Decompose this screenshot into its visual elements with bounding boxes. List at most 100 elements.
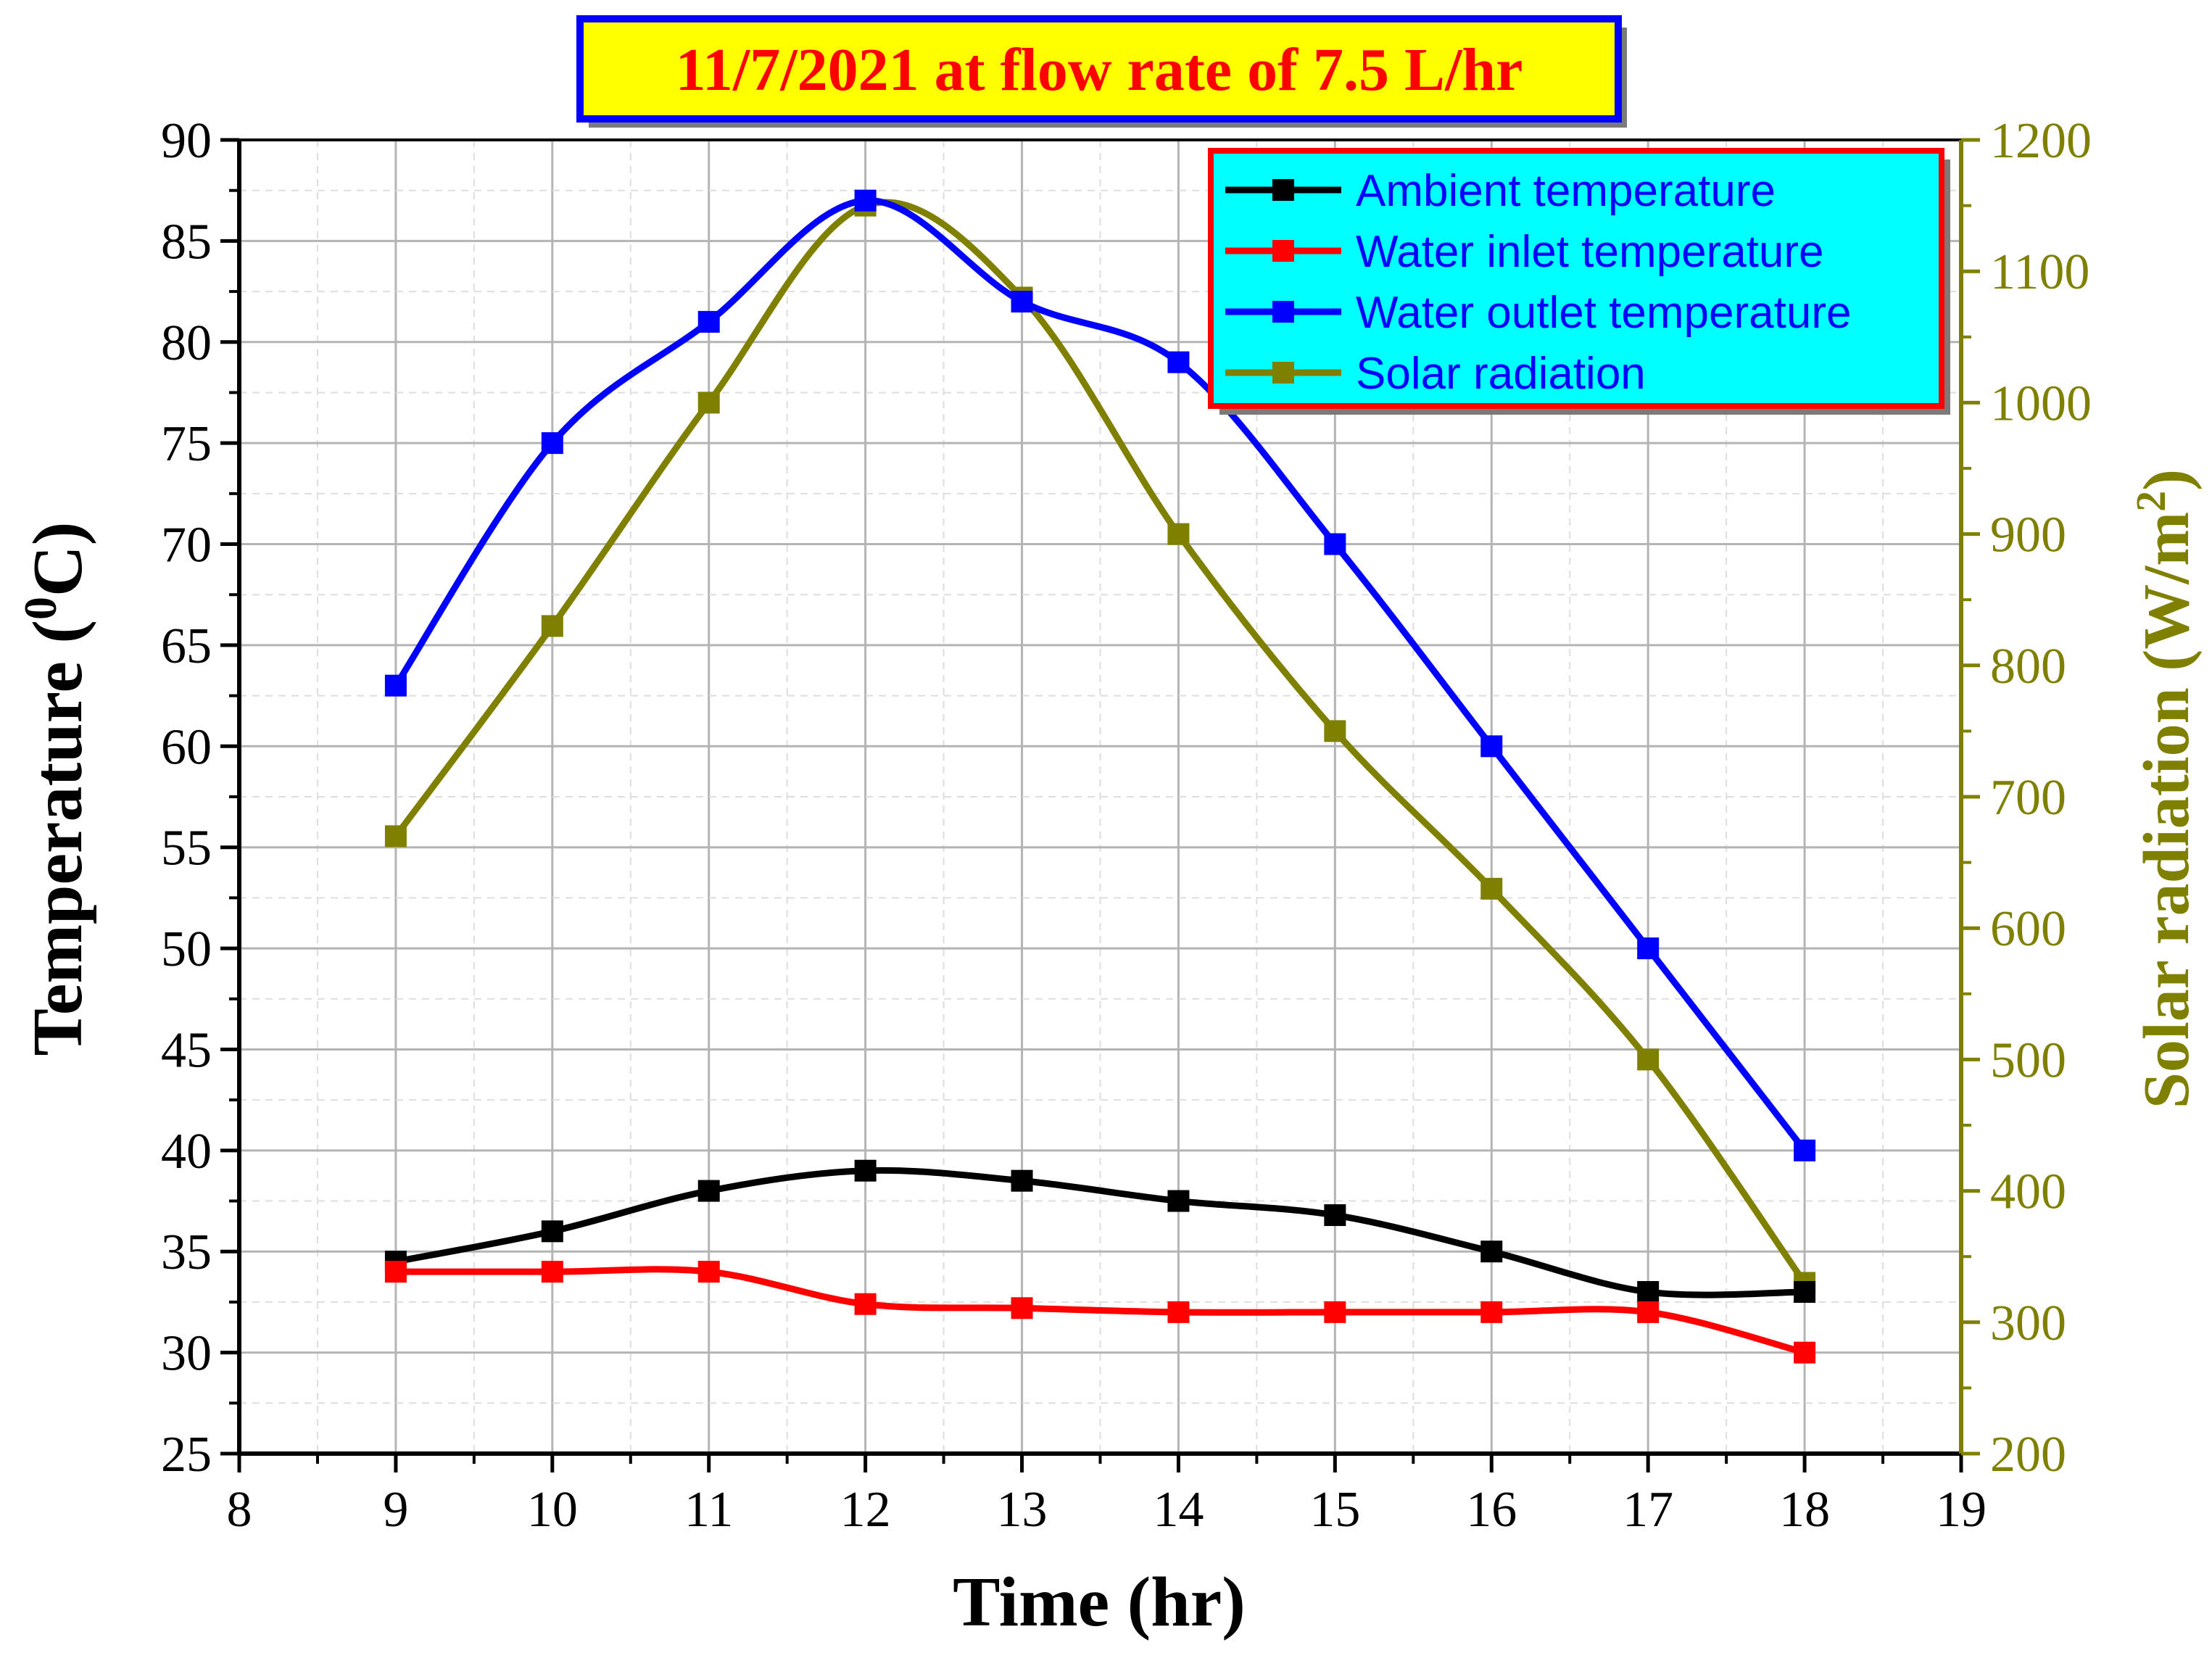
y-tick-label: 70 [161,518,212,573]
data-point-solar-radiation [1167,523,1190,545]
y2-tick-label: 1100 [1990,244,2089,300]
y-tick-label: 60 [161,719,212,775]
ticks: 8 9 10 11 12 13 14 15 16 17 18 19 25 30 35 40 45 50 55 60 65… [161,113,2092,1538]
data-point-ambient-temperature [541,1220,563,1243]
data-point-water-inlet-temperature [1011,1297,1033,1320]
data-point-water-outlet-temperature [1480,735,1503,758]
x-tick-label: 18 [1779,1482,1830,1538]
data-point-ambient-temperature [1480,1240,1503,1263]
data-point-water-outlet-temperature [1167,351,1190,373]
x-tick-label: 16 [1466,1482,1517,1538]
chart-title: 11/7/2021 at flow rate of 7.5 L/hr [676,36,1523,104]
data-point-water-inlet-temperature [1324,1301,1346,1323]
series-lines [392,197,1808,1356]
y2-axis-label-tail: ) [2131,469,2203,491]
data-point-water-inlet-temperature [1480,1301,1503,1323]
y-axis-label-tail: C) [19,522,97,597]
y2-tick-label: 600 [1990,901,2066,957]
y2-tick-label: 1000 [1990,376,2092,431]
x-tick-label: 10 [527,1482,578,1538]
data-point-water-inlet-temperature [384,1261,407,1283]
data-point-water-inlet-temperature [854,1293,877,1315]
legend-label-solar-radiation: Solar radiation [1356,349,1646,399]
legend-label-ambient-temperature: Ambient temperature [1356,166,1776,216]
legend-items: Ambient temperature Water inlet temperatu… [1225,166,1851,399]
data-point-water-outlet-temperature [697,310,720,333]
data-point-solar-radiation [1480,877,1503,900]
series-line-water-inlet-temperature [392,1266,1808,1356]
x-tick-label: 8 [227,1482,252,1538]
data-point-water-outlet-temperature [854,189,877,212]
data-point-water-inlet-temperature [1167,1301,1190,1323]
y-tick-label: 80 [161,315,212,371]
y-tick-label: 25 [161,1427,212,1483]
y-axis-label: Temperature (0C) [15,522,98,1056]
x-tick-label: 19 [1936,1482,1987,1538]
data-point-ambient-temperature [697,1180,720,1202]
y2-tick-label: 900 [1990,508,2066,563]
y2-axis-label-main: Solar radiation (W/m [2131,512,2203,1109]
y2-tick-label: 200 [1990,1427,2066,1483]
x-tick-label: 9 [383,1482,408,1538]
y-tick-label: 55 [161,821,212,877]
y2-tick-label: 800 [1990,639,2066,695]
y-tick-label: 45 [161,1022,212,1078]
data-point-ambient-temperature [1794,1280,1816,1303]
data-point-solar-radiation [697,392,720,414]
y-tick-label: 50 [161,921,212,977]
x-tick-label: 17 [1623,1482,1673,1538]
data-point-ambient-temperature [854,1159,877,1182]
data-point-water-outlet-temperature [1794,1139,1816,1161]
y2-axis-label-superscript: 2 [2127,491,2174,512]
series-markers [384,189,1816,1364]
y2-tick-label: 1200 [1990,113,2092,169]
data-point-solar-radiation [1324,720,1346,742]
x-tick-label: 15 [1309,1482,1360,1538]
y-tick-label: 65 [161,618,212,674]
x-tick-label: 13 [997,1482,1048,1538]
title-frame [576,15,1622,123]
legend-marker-ambient-temperature [1272,179,1294,201]
y-tick-label: 35 [161,1225,212,1280]
y-tick-label: 75 [161,416,212,472]
series-line-solar-radiation [392,199,1808,1286]
series-line-ambient-temperature [392,1167,1808,1298]
data-point-water-inlet-temperature [1794,1341,1816,1364]
title-box: 11/7/2021 at flow rate of 7.5 L/hr [576,15,1627,128]
y-tick-label: 40 [161,1124,212,1180]
y-tick-label: 85 [161,214,212,270]
y-axis-label-main: Temperature ( [19,620,97,1056]
legend: Ambient temperature Water inlet temperatu… [1208,148,1950,415]
data-point-water-outlet-temperature [541,432,563,455]
data-point-ambient-temperature [1167,1190,1190,1212]
x-tick-label: 12 [840,1482,891,1538]
data-point-water-outlet-temperature [1324,533,1346,555]
data-point-ambient-temperature [1324,1204,1346,1227]
data-point-water-outlet-temperature [384,674,407,697]
legend-label-water-inlet-temperature: Water inlet temperature [1356,227,1824,277]
legend-frame [1208,148,1944,409]
data-point-solar-radiation [384,825,407,848]
y-tick-label: 30 [161,1326,212,1382]
x-tick-label: 14 [1153,1482,1204,1538]
y-axis-label-superscript: 0 [15,597,66,620]
series-line-water-outlet-temperature [392,197,1808,1154]
x-axis-label: Time (hr) [953,1563,1246,1641]
y2-axis-label: Solar radiation (W/m2) [2127,469,2203,1109]
y2-tick-label: 400 [1990,1164,2066,1220]
legend-marker-water-inlet-temperature [1272,240,1294,262]
legend-marker-solar-radiation [1272,362,1294,384]
data-point-water-outlet-temperature [1637,937,1660,960]
legend-marker-water-outlet-temperature [1272,301,1294,323]
data-point-ambient-temperature [1637,1280,1660,1303]
data-point-solar-radiation [1637,1048,1660,1071]
data-point-ambient-temperature [1011,1169,1033,1192]
data-point-water-inlet-temperature [697,1261,720,1283]
x-tick-label: 11 [684,1482,733,1538]
data-point-water-outlet-temperature [1011,291,1033,313]
legend-label-water-outlet-temperature: Water outlet temperature [1356,288,1851,338]
y2-tick-label: 700 [1990,770,2066,826]
data-point-water-inlet-temperature [541,1261,563,1283]
data-point-solar-radiation [541,615,563,637]
y2-tick-label: 300 [1990,1296,2066,1351]
